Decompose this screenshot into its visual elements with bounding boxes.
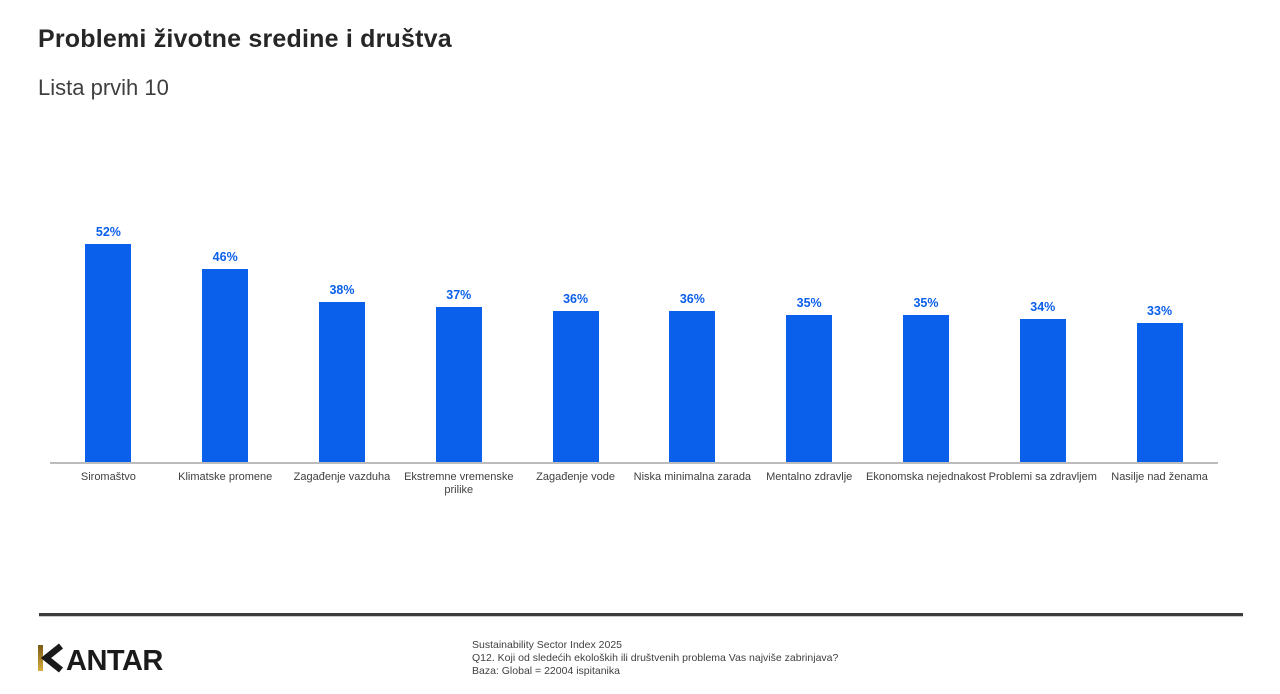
- plot-area: 52% 46% 38% 37% 36% 36% 35% 35% 34% 33%: [50, 218, 1218, 462]
- category-cell: Problemi sa zdravljem: [984, 464, 1101, 504]
- bar-column: 35%: [751, 218, 868, 462]
- category-cell: Mentalno zdravlje: [751, 464, 868, 504]
- category-cell: Niska minimalna zarada: [634, 464, 751, 504]
- category-label: Zagađenje vazduha: [293, 471, 391, 483]
- category-label: Zagađenje vode: [536, 471, 616, 483]
- source-block: Sustainability Sector Index 2025 Q12. Ko…: [472, 639, 838, 678]
- bar-value-label: 46%: [212, 250, 238, 264]
- x-axis-line: [50, 462, 1218, 464]
- category-row: Siromaštvo Klimatske promene Zagađenje vaz…: [50, 464, 1218, 504]
- bar-value-label: 33%: [1147, 304, 1173, 318]
- bar-column: 33%: [1101, 218, 1218, 462]
- bar: [202, 269, 249, 462]
- bar: [902, 315, 949, 462]
- bar-column: 46%: [167, 218, 284, 462]
- bar-column: 36%: [517, 218, 634, 462]
- category-label: Ekonomska nejednakost: [866, 471, 986, 483]
- bar: [669, 311, 716, 462]
- category-cell: Siromaštvo: [50, 464, 167, 504]
- logo-gold-bar: [38, 645, 43, 671]
- bar-value-label: 38%: [329, 283, 355, 297]
- bar: [318, 302, 365, 462]
- category-label: Nasilje nad ženama: [1111, 471, 1208, 483]
- bar-value-label: 35%: [796, 296, 822, 310]
- page-title: Problemi životne sredine i društva: [38, 25, 452, 53]
- bar-value-label: 52%: [95, 225, 121, 239]
- source-line: Q12. Koji od sledećih ekoloških ili druš…: [472, 652, 839, 664]
- bar-column: 34%: [984, 218, 1101, 462]
- bar: [786, 315, 833, 462]
- category-label: Problemi sa zdravljem: [988, 471, 1097, 483]
- bar-column: 35%: [868, 218, 985, 462]
- category-label: Klimatske promene: [178, 471, 273, 483]
- bar-value-label: 35%: [913, 296, 939, 310]
- category-cell: Nasilje nad ženama: [1101, 464, 1218, 504]
- category-cell: Klimatske promene: [167, 464, 284, 504]
- bar-value-label: 36%: [679, 292, 705, 306]
- source-line: Sustainability Sector Index 2025: [472, 639, 623, 651]
- category-label: Mentalno zdravlje: [766, 471, 853, 483]
- category-cell: Ekstremne vremenske prilike: [400, 464, 517, 504]
- bar-column: 36%: [634, 218, 751, 462]
- bar-value-label: 37%: [446, 288, 472, 302]
- logo-k-arms: [40, 643, 64, 673]
- bar: [435, 307, 482, 462]
- bar: [552, 311, 599, 462]
- bar: [85, 244, 132, 462]
- kantar-logo: ANTAR: [38, 643, 164, 673]
- bar-column: 37%: [400, 218, 517, 462]
- category-label: Ekstremne vremenske prilike: [404, 471, 514, 496]
- bar-column: 52%: [50, 218, 167, 462]
- bar: [1136, 323, 1183, 462]
- page-subtitle: Lista prvih 10: [38, 75, 169, 100]
- footer-divider: [39, 613, 1243, 617]
- bar-column: 38%: [284, 218, 401, 462]
- bar-value-label: 36%: [563, 292, 589, 306]
- category-label: Siromaštvo: [80, 471, 136, 483]
- category-cell: Zagađenje vode: [517, 464, 634, 504]
- bar: [1019, 319, 1066, 462]
- source-line: Baza: Global = 22004 ispitanika: [472, 665, 620, 677]
- category-label: Niska minimalna zarada: [633, 471, 752, 483]
- category-cell: Zagađenje vazduha: [284, 464, 401, 504]
- category-cell: Ekonomska nejednakost: [866, 464, 986, 504]
- bar-value-label: 34%: [1030, 300, 1056, 314]
- logo-text: ANTAR: [66, 645, 163, 673]
- bar-chart: 52% 46% 38% 37% 36% 36% 35% 35% 34% 33% Siromaštv…: [50, 218, 1218, 504]
